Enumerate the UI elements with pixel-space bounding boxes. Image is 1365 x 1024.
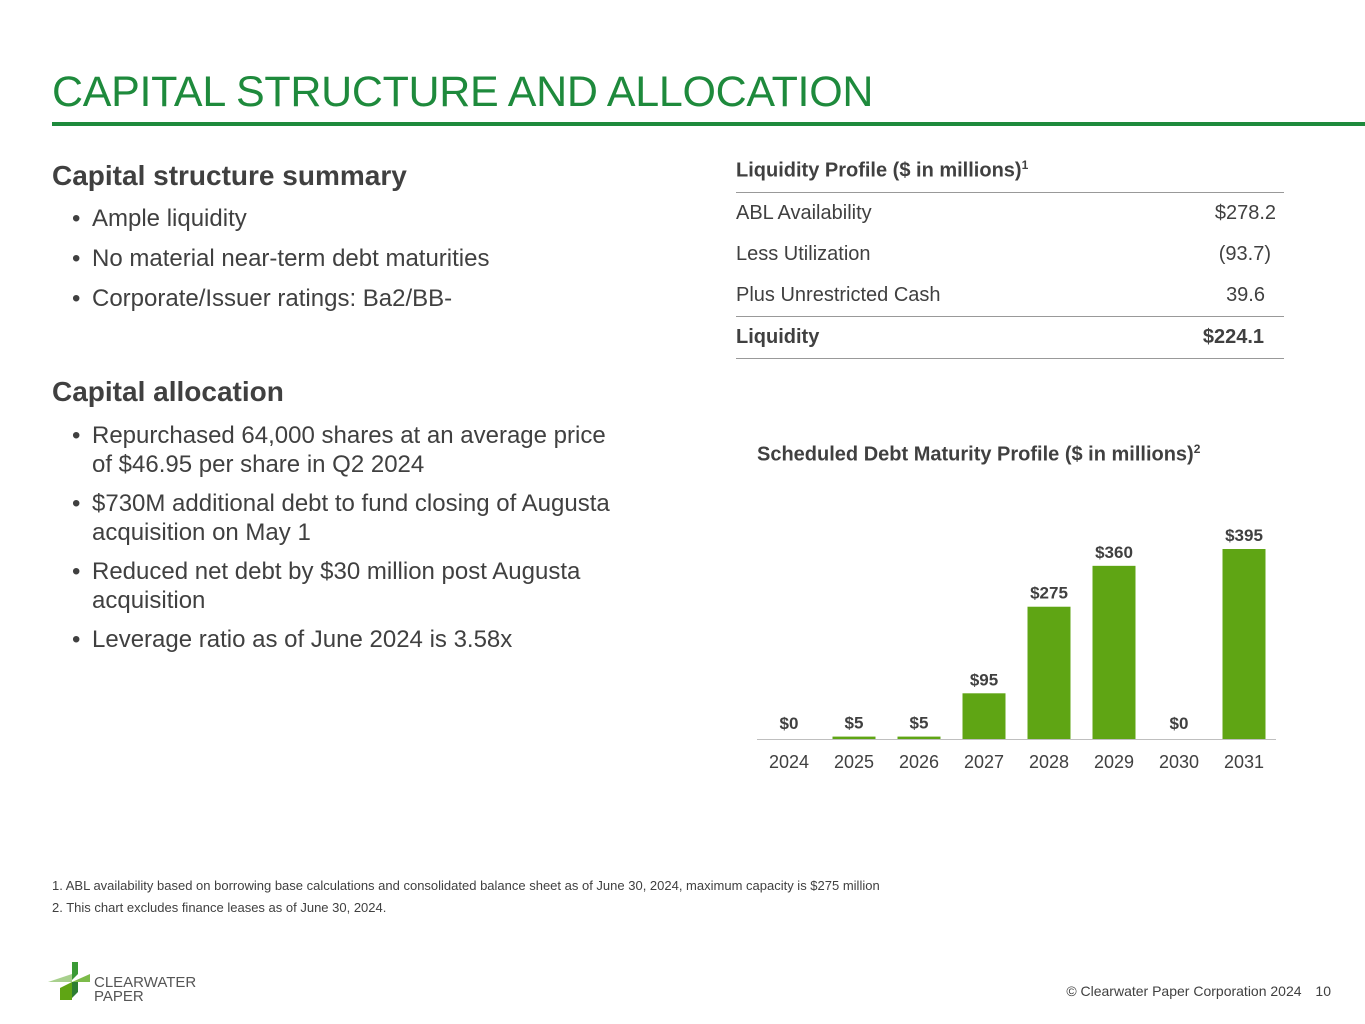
x-tick-label: 2026: [899, 752, 939, 772]
allocation-list: Repurchased 64,000 shares at an average …: [52, 421, 632, 654]
x-tick-label: 2025: [834, 752, 874, 772]
row-label: Liquidity: [736, 326, 820, 348]
data-label: $360: [1095, 543, 1133, 562]
bar-2028: [1027, 606, 1071, 739]
summary-list: Ample liquidity No material near-term de…: [52, 204, 652, 313]
list-item: $730M additional debt to fund closing of…: [52, 489, 632, 547]
x-tick-label: 2031: [1224, 752, 1264, 772]
footnote-ref: 2: [1193, 442, 1201, 456]
list-item: Corporate/Issuer ratings: Ba2/BB-: [52, 284, 652, 313]
chart-title: Scheduled Debt Maturity Profile ($ in mi…: [757, 442, 1200, 467]
svg-text:CLEARWATER: CLEARWATER: [94, 974, 196, 991]
list-item: No material near-term debt maturities: [52, 244, 652, 273]
summary-heading: Capital structure summary: [52, 160, 407, 191]
footnote-2: 2. This chart excludes finance leases as…: [52, 900, 387, 915]
copyright-text: © Clearwater Paper Corporation 2024: [1066, 983, 1302, 999]
x-tick-label: 2029: [1094, 752, 1134, 772]
row-label: ABL Availability: [736, 202, 872, 224]
chart-title-text: Scheduled Debt Maturity Profile ($ in mi…: [757, 443, 1194, 466]
row-value: (93.7): [1218, 243, 1271, 265]
footnote-ref: 1: [1021, 158, 1029, 172]
table-row: Plus Unrestricted Cash 39.6: [736, 275, 1284, 316]
x-tick-label: 2027: [964, 752, 1004, 772]
table-header: Liquidity Profile ($ in millions)1: [736, 158, 1284, 193]
row-label: Plus Unrestricted Cash: [736, 284, 941, 306]
page-title: CAPITAL STRUCTURE AND ALLOCATION: [52, 68, 874, 116]
x-tick-label: 2024: [769, 752, 809, 772]
data-label: $5: [910, 714, 929, 733]
allocation-heading: Capital allocation: [52, 376, 284, 407]
table-row: Less Utilization (93.7): [736, 234, 1284, 275]
data-label: $5: [845, 714, 864, 733]
row-label: Less Utilization: [736, 243, 871, 265]
footer-copyright: © Clearwater Paper Corporation 2024 10: [1066, 983, 1331, 999]
table-title: Liquidity Profile ($ in millions): [736, 159, 1022, 182]
table-row: ABL Availability $278.2: [736, 193, 1284, 234]
bar-2029: [1092, 565, 1136, 739]
bar-2027: [962, 693, 1006, 739]
data-label: $0: [780, 714, 799, 733]
svg-text:PAPER: PAPER: [94, 988, 144, 1004]
table-total-row: Liquidity $224.1: [736, 316, 1284, 359]
bar-2031: [1222, 549, 1266, 739]
data-label: $95: [970, 670, 998, 689]
row-value: 39.6: [1226, 284, 1265, 306]
list-item: Repurchased 64,000 shares at an average …: [52, 421, 632, 479]
row-value: $278.2: [1214, 202, 1276, 224]
company-logo: CLEARWATER PAPER: [46, 960, 206, 1009]
list-item: Ample liquidity: [52, 204, 652, 233]
footnote-1: 1. ABL availability based on borrowing b…: [52, 878, 880, 893]
x-tick-label: 2030: [1159, 752, 1199, 772]
title-divider: [52, 122, 1365, 126]
list-item: Reduced net debt by $30 million post Aug…: [52, 557, 632, 615]
bar-2026: [897, 736, 941, 739]
data-label: $275: [1030, 584, 1068, 603]
data-label: $0: [1170, 714, 1189, 733]
clearwater-logo-icon: CLEARWATER PAPER: [48, 962, 196, 1005]
data-label: $395: [1225, 526, 1263, 545]
page-number: 10: [1315, 983, 1331, 999]
liquidity-table: Liquidity Profile ($ in millions)1 ABL A…: [736, 158, 1284, 359]
list-item: Leverage ratio as of June 2024 is 3.58x: [52, 625, 632, 654]
bar-2025: [832, 736, 876, 739]
x-tick-label: 2028: [1029, 752, 1069, 772]
row-value: $224.1: [1202, 326, 1264, 348]
